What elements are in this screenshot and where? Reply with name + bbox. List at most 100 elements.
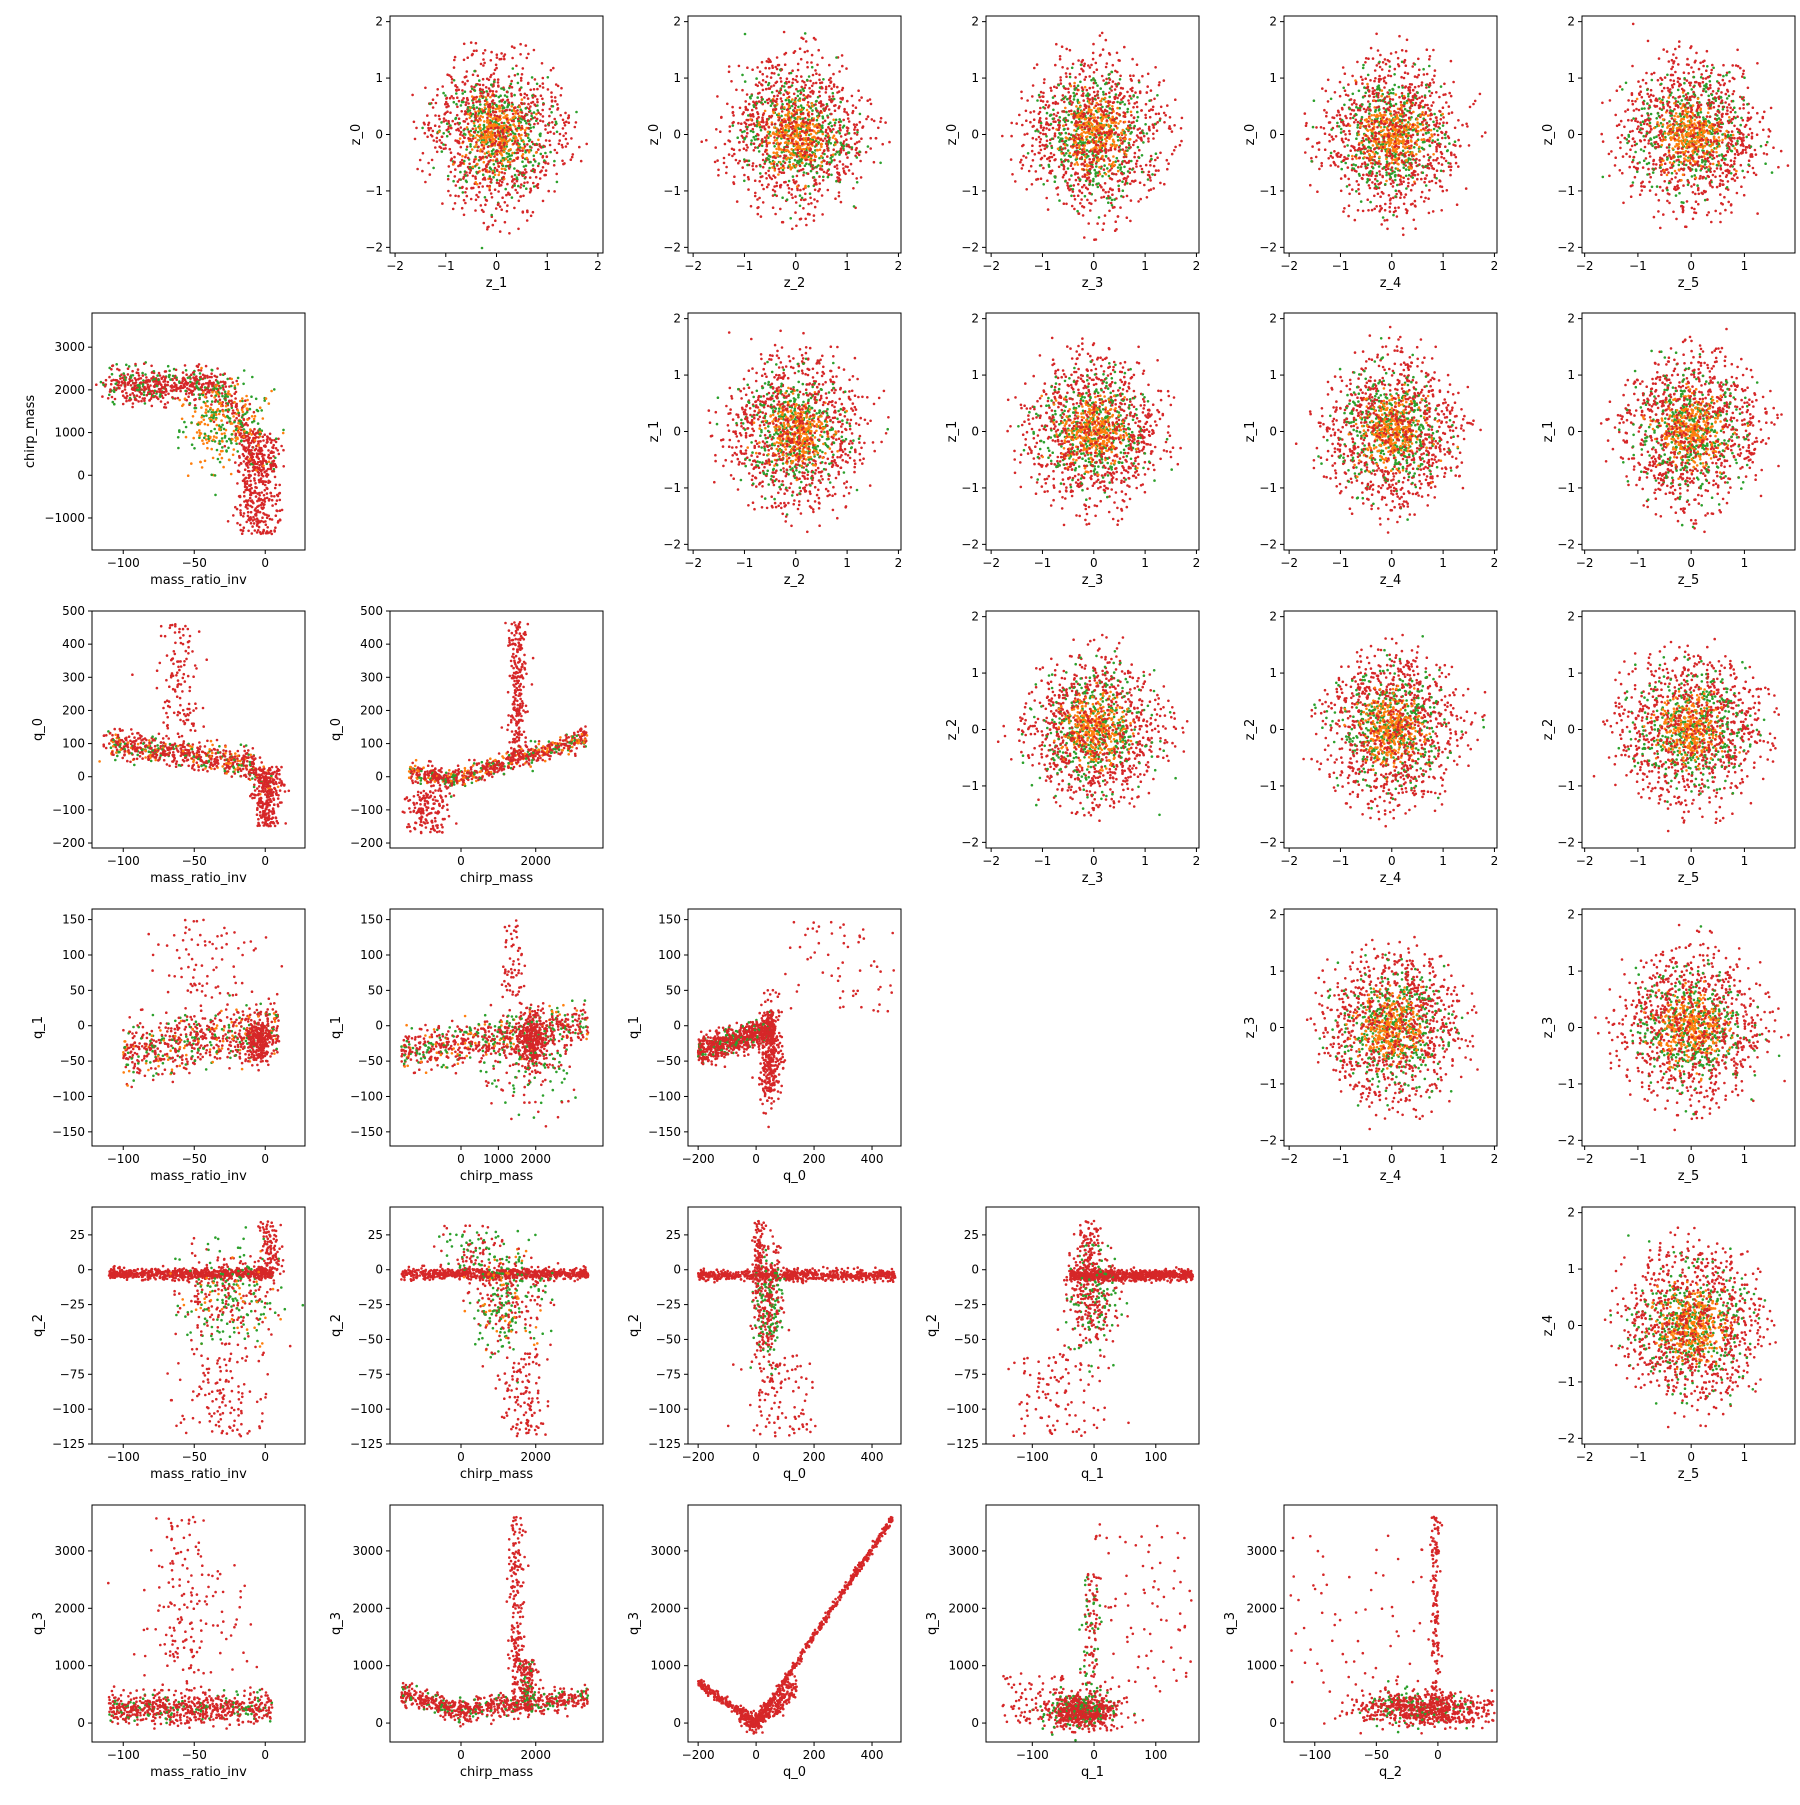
scatter-point (1105, 143, 1108, 146)
scatter-point (807, 213, 810, 216)
scatter-point (508, 109, 511, 112)
scatter-point (473, 131, 476, 134)
scatter-point (754, 179, 757, 182)
scatter-point (813, 130, 816, 133)
scatter-point (1093, 91, 1096, 94)
scatter-point (798, 109, 801, 112)
x-tick-label: −2 (684, 259, 702, 273)
scatter-point (827, 136, 830, 139)
scatter-point (788, 117, 791, 120)
scatter-point (438, 115, 441, 118)
scatter-point (1351, 103, 1354, 106)
scatter-point (1069, 97, 1072, 100)
scatter-point (796, 81, 799, 84)
scatter-point (806, 122, 809, 125)
scatter-point (1075, 125, 1078, 128)
scatter-point (495, 136, 498, 139)
scatter-point (1134, 91, 1137, 94)
scatter-point (879, 162, 882, 165)
scatter-point (1140, 131, 1143, 134)
scatter-point (1023, 133, 1026, 136)
scatter-point (1086, 89, 1089, 92)
scatter-point (811, 165, 814, 168)
scatter-point (779, 161, 782, 164)
scatter-point (516, 180, 519, 183)
scatter-point (1076, 210, 1079, 213)
scatter-point (814, 179, 817, 182)
scatter-point (496, 126, 499, 129)
scatter-point (416, 168, 419, 171)
scatter-point (1125, 180, 1128, 183)
scatter-point (779, 155, 782, 158)
scatter-point (1343, 207, 1346, 210)
scatter-point (758, 100, 761, 103)
scatter-point (544, 128, 547, 131)
scatter-point (473, 160, 476, 163)
scatter-point (822, 179, 825, 182)
scatter-point (1042, 133, 1045, 136)
scatter-point (1081, 205, 1084, 208)
scatter-point (1060, 137, 1063, 140)
scatter-point (767, 183, 770, 186)
scatter-point (1091, 100, 1094, 103)
scatter-point (828, 64, 831, 67)
scatter-point (1100, 157, 1103, 160)
scatter-point (856, 152, 859, 155)
scatter-point (475, 112, 478, 115)
scatter-point (1357, 166, 1360, 169)
scatter-point (497, 174, 500, 177)
scatter-point (1427, 197, 1430, 200)
scatter-point (1398, 96, 1401, 99)
scatter-point (1092, 77, 1095, 80)
scatter-point (1353, 121, 1356, 124)
scatter-point (447, 175, 450, 178)
scatter-point (1424, 197, 1427, 200)
scatter-point (472, 128, 475, 131)
scatter-point (1096, 68, 1099, 71)
scatter-point (774, 194, 777, 197)
scatter-point (728, 65, 731, 68)
scatter-point (459, 164, 462, 167)
scatter-point (466, 195, 469, 198)
scatter-point (1064, 180, 1067, 183)
scatter-point (1121, 173, 1124, 176)
scatter-point (753, 149, 756, 152)
scatter-point (522, 195, 525, 198)
scatter-point (506, 183, 509, 186)
scatter-point (474, 137, 477, 140)
scatter-point (476, 106, 479, 109)
scatter-point (549, 151, 552, 154)
scatter-point (1065, 119, 1068, 122)
scatter-point (1108, 96, 1111, 99)
scatter-point (1087, 141, 1090, 144)
scatter-point (1452, 81, 1455, 84)
x-tick-label: −1 (1034, 259, 1052, 273)
scatter-point (1067, 160, 1070, 163)
scatter-point (796, 152, 799, 155)
scatter-point (511, 196, 514, 199)
scatter-point (1042, 92, 1045, 95)
scatter-point (518, 174, 521, 177)
scatter-point (819, 167, 822, 170)
scatter-point (1174, 98, 1177, 101)
scatter-point (1078, 101, 1081, 104)
scatter-point (1135, 165, 1138, 168)
scatter-point (724, 143, 727, 146)
scatter-point (824, 137, 827, 140)
scatter-point (477, 139, 480, 142)
y-tick-label: 1 (673, 71, 681, 85)
scatter-point (836, 86, 839, 89)
scatter-point (1072, 145, 1075, 148)
x-tick-label: −1 (437, 259, 455, 273)
scatter-point (870, 103, 873, 106)
scatter-point (1152, 106, 1155, 109)
scatter-point (823, 150, 826, 153)
scatter-point (1069, 138, 1072, 141)
scatter-point (1025, 119, 1028, 122)
scatter-point (533, 49, 536, 52)
scatter-point (817, 137, 820, 140)
scatter-point (828, 85, 831, 88)
scatter-point (1058, 121, 1061, 124)
scatter-point (463, 43, 466, 46)
scatter-point (797, 116, 800, 119)
